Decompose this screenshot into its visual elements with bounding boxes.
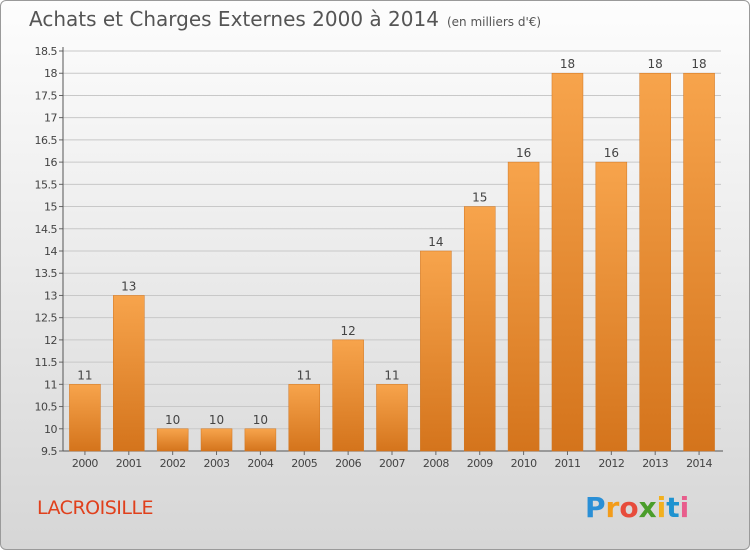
x-tick-label-2009: 2009 — [467, 457, 493, 470]
value-label-2005: 11 — [297, 368, 312, 382]
bar-2011 — [551, 72, 584, 452]
y-tick-label: 10.5 — [35, 401, 58, 414]
value-label-2001: 13 — [121, 279, 136, 293]
x-tick-label-2002: 2002 — [160, 457, 186, 470]
commune-name: LACROISILLE — [37, 497, 154, 519]
y-tick-label: 10 — [44, 423, 57, 436]
y-tick-label: 18.5 — [35, 45, 58, 58]
y-tick-label: 12.5 — [35, 312, 58, 325]
x-tick-label-2001: 2001 — [116, 457, 142, 470]
value-label-2008: 14 — [428, 235, 443, 249]
bar-2010 — [507, 161, 540, 452]
bar-2014 — [683, 72, 715, 452]
chart-title: Achats et Charges Externes 2000 à 2014 (e… — [29, 7, 541, 31]
value-label-2013: 18 — [648, 57, 663, 71]
x-tick-label-2007: 2007 — [379, 457, 405, 470]
y-tick-label: 18 — [44, 67, 57, 80]
y-tick-label: 12 — [44, 334, 57, 347]
value-label-2007: 11 — [384, 368, 399, 382]
y-tick-label: 11 — [44, 378, 57, 391]
y-tick-label: 15 — [44, 201, 57, 214]
y-tick-label: 15.5 — [35, 178, 58, 191]
y-tick-label: 16 — [44, 156, 57, 169]
x-tick-label-2011: 2011 — [554, 457, 580, 470]
x-tick-label-2014: 2014 — [686, 457, 712, 470]
value-label-2011: 18 — [560, 57, 575, 71]
labels: 9.5 10 10.5 11 11.5 12 12.5 13 13.5 14 14.5 15 15.5 1… — [35, 45, 714, 470]
value-label-2009: 15 — [472, 191, 487, 205]
x-tick-label-2004: 2004 — [247, 457, 273, 470]
x-tick-label-2005: 2005 — [291, 457, 317, 470]
bar-2003 — [200, 428, 233, 452]
bar-2013 — [639, 72, 671, 452]
value-label-2010: 16 — [516, 146, 531, 160]
bar-2012 — [595, 161, 628, 452]
title-text: Achats et Charges Externes 2000 à 2014 — [29, 7, 439, 31]
x-tick-label-2006: 2006 — [335, 457, 361, 470]
bar-2009 — [463, 206, 496, 452]
y-tick-label: 13.5 — [35, 267, 58, 280]
bars — [69, 72, 715, 452]
value-label-2006: 12 — [340, 324, 355, 338]
x-tick-label-2003: 2003 — [204, 457, 230, 470]
value-label-2014: 18 — [691, 57, 706, 71]
value-label-2002: 10 — [165, 413, 180, 427]
value-label-2004: 10 — [253, 413, 268, 427]
y-tick-label: 14 — [44, 245, 57, 258]
bar-2001 — [113, 295, 145, 452]
y-tick-label: 17 — [44, 112, 57, 125]
y-tick-label: 11.5 — [35, 356, 58, 369]
bar-2008 — [420, 250, 452, 452]
y-tick-label: 9.5 — [41, 445, 57, 458]
x-tick-label-2000: 2000 — [72, 457, 98, 470]
x-tick-label-2013: 2013 — [642, 457, 668, 470]
bar-2006 — [332, 339, 364, 452]
x-tick-label-2010: 2010 — [511, 457, 537, 470]
unit-label: (en milliers d'€) — [446, 15, 542, 29]
bar-2005 — [288, 384, 321, 452]
bar-2007 — [376, 384, 408, 452]
value-label-2012: 16 — [604, 146, 619, 160]
proxiti-logo: Proxiti — [585, 491, 690, 524]
bar-2004 — [244, 428, 277, 452]
y-tick-label: 14.5 — [35, 223, 58, 236]
bar-2000 — [69, 384, 101, 452]
bar-2002 — [156, 428, 189, 452]
value-label-2000: 11 — [77, 368, 92, 382]
y-tick-label: 13 — [44, 289, 57, 302]
y-tick-label: 17.5 — [35, 89, 58, 102]
y-tick-label: 16.5 — [35, 134, 58, 147]
value-label-2003: 10 — [209, 413, 224, 427]
x-tick-label-2008: 2008 — [423, 457, 449, 470]
x-tick-label-2012: 2012 — [598, 457, 624, 470]
